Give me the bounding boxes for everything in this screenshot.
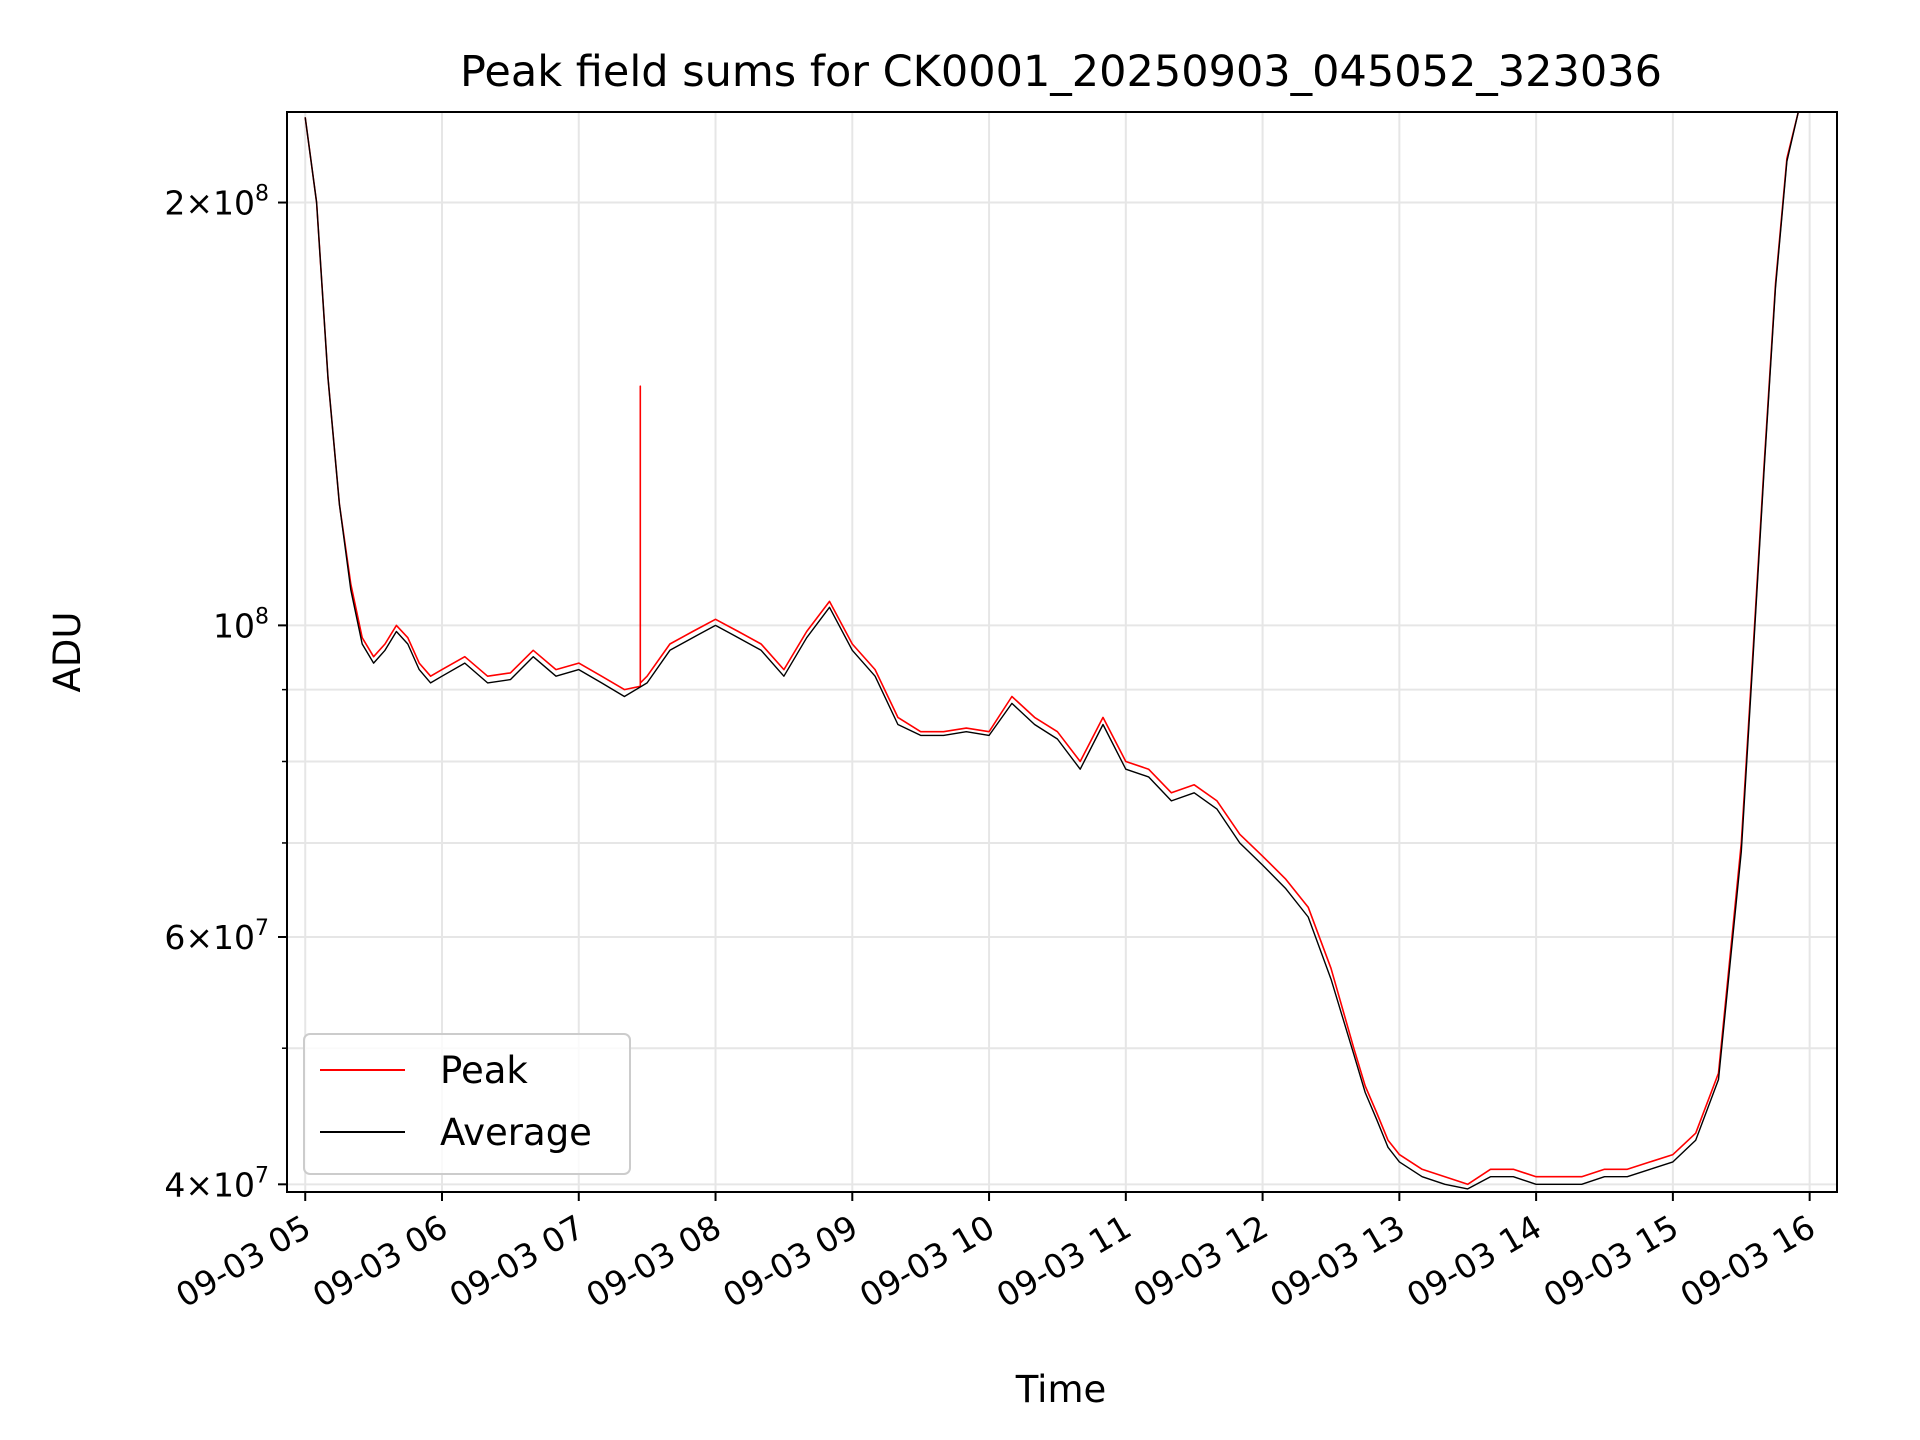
plot-area-frame <box>286 111 1838 1193</box>
chart-title: Peak field sums for CK0001_20250903_0450… <box>460 47 1662 97</box>
legend-average-label: Average <box>440 1111 592 1154</box>
series-line-peak <box>304 112 1810 1186</box>
y-axis: 2×108 108 6×107 4×107 <box>164 182 287 1204</box>
series-line-average <box>304 112 1810 1190</box>
y-tick-label: 2×108 <box>164 182 269 223</box>
legend: Peak Average <box>303 1033 631 1175</box>
y-tick-label: 6×107 <box>164 916 269 957</box>
legend-peak-label: Peak <box>440 1049 528 1092</box>
y-tick-label: 108 <box>213 604 269 645</box>
plot-series <box>304 112 1810 1190</box>
y-axis-label: ADU <box>46 612 89 693</box>
x-axis-label: Time <box>1015 1368 1107 1411</box>
y-tick-label: 4×107 <box>164 1163 269 1204</box>
